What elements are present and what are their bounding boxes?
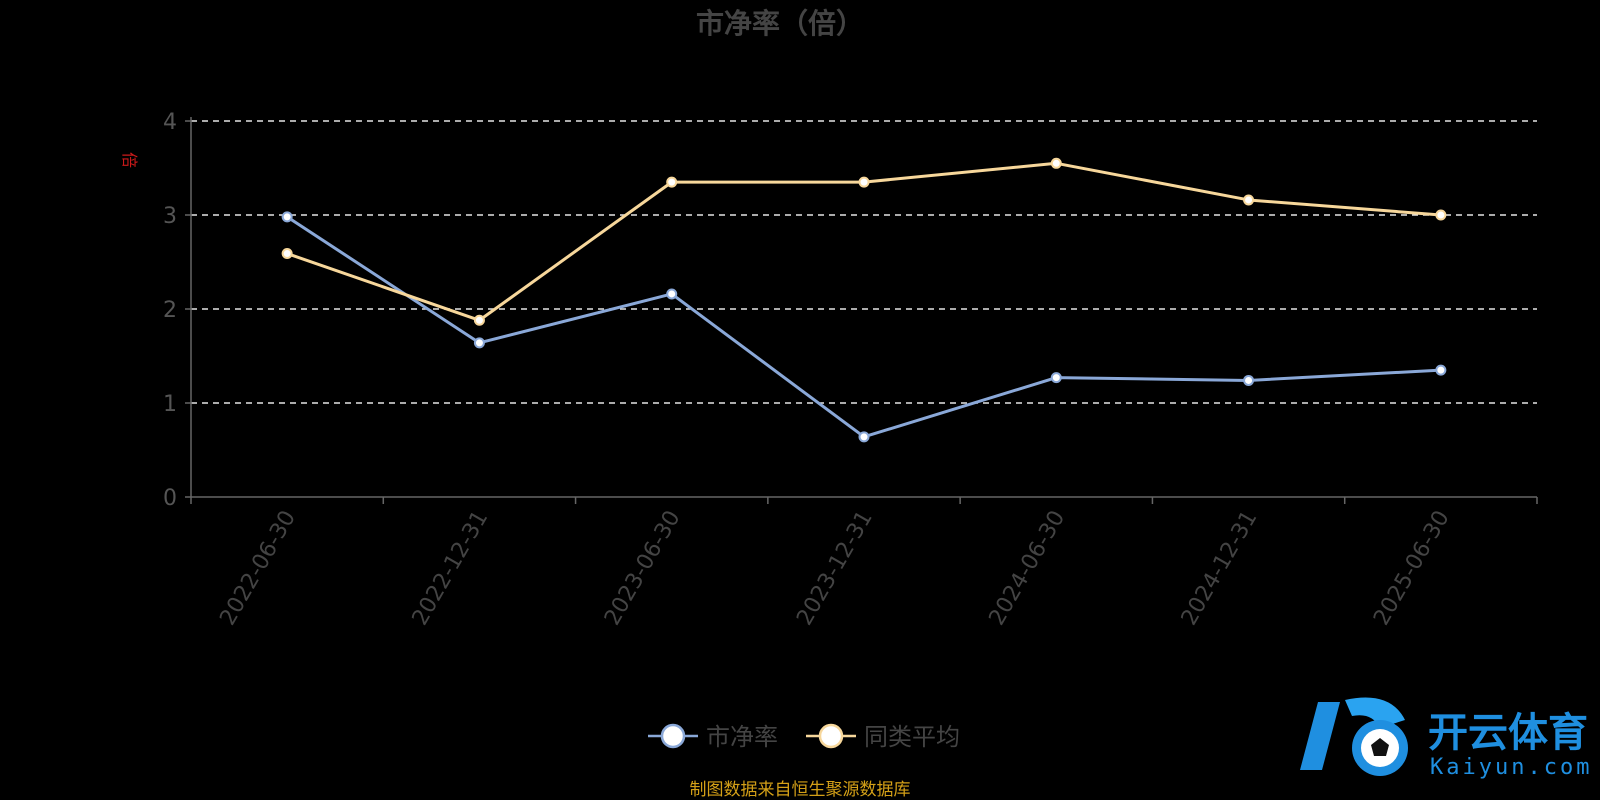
soccer-ball-k-logo-icon [1300,697,1408,776]
data-point [1243,374,1255,386]
series-line [286,215,1441,439]
y-tick-label: 0 [163,486,177,511]
chart-title: 市净率（倍） [696,7,864,40]
y-tick-label: 4 [163,110,177,135]
legend-label: 同类平均 [864,723,960,751]
data-point [858,176,870,188]
data-point [666,288,678,300]
data-point [1050,157,1062,169]
x-tick-label: 2023-12-31 [792,507,878,630]
data-point [666,176,678,188]
legend-item[interactable]: 市净率 [648,723,778,751]
data-source-note: 制图数据来自恒生聚源数据库 [690,780,911,800]
data-point [1243,194,1255,206]
legend-marker [660,723,686,749]
data-point [281,248,293,260]
data-point [858,431,870,443]
data-point [1435,209,1447,221]
watermark-url: Kaiyun.com [1430,755,1592,780]
data-point [473,337,485,349]
x-tick-label: 2022-12-31 [408,507,494,630]
axes [190,117,1538,504]
data-point [281,211,293,223]
series-lines [281,157,1447,443]
y-tick-label: 3 [163,204,177,229]
y-tick-label: 1 [163,392,177,417]
x-tick-label: 2023-06-30 [600,507,686,630]
data-point [473,314,485,326]
x-tick-label: 2022-06-30 [215,507,301,630]
data-point [1435,364,1447,376]
x-tick-label: 2024-12-31 [1177,507,1263,630]
legend-label: 市净率 [706,723,778,751]
y-tick-label: 2 [163,298,177,323]
legend-marker [818,723,844,749]
legend-item[interactable]: 同类平均 [806,723,960,751]
y-axis-label: 倍 [120,152,139,168]
y-tick-labels: 0 1 2 3 4 [163,110,177,511]
x-tick-labels: 2022-06-30 2022-12-31 2023-06-30 2023-12-31… [215,507,1454,630]
legend[interactable]: 市净率 同类平均 [648,723,960,751]
watermark-logo: 开云体育 Kaiyun.com [1300,697,1592,780]
grid-lines [185,120,1537,498]
x-tick-label: 2024-06-30 [985,507,1071,630]
watermark-name: 开云体育 [1428,710,1588,756]
x-tick-label: 2025-06-30 [1369,507,1455,630]
data-point [1050,372,1062,384]
